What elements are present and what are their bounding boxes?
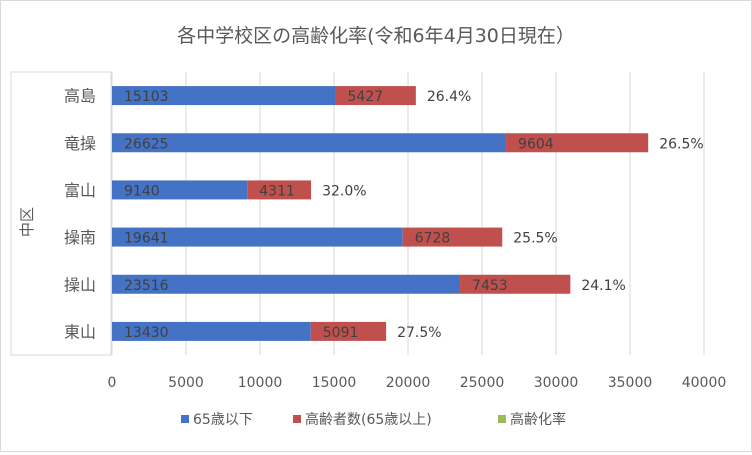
x-tick-label: 20000 [386, 375, 431, 391]
bar-under-65 [112, 180, 248, 200]
x-tick-labels: 0 5000 10000 15000 20000 25000 30000 35000 40000 [108, 375, 727, 391]
data-label-65-and-over: 7453 [472, 278, 508, 294]
data-label-under-65: 26625 [124, 136, 169, 152]
category-label: 操山 [64, 275, 96, 294]
x-tick-label: 0 [108, 375, 117, 391]
data-label-aging-rate: 26.5% [659, 136, 703, 152]
legend-swatch [498, 415, 506, 423]
x-tick-label: 15000 [312, 375, 357, 391]
x-tick-label: 5000 [168, 375, 204, 391]
bar-under-65 [112, 274, 461, 294]
data-label-under-65: 23516 [124, 278, 169, 294]
bar-65-and-over [402, 227, 503, 247]
bar-under-65 [112, 133, 507, 153]
legend-label: 65歳以下 [193, 412, 253, 428]
legend-label: 高齢化率 [510, 411, 566, 428]
data-label-aging-rate: 32.0% [322, 183, 366, 199]
gridlines [111, 72, 705, 355]
bar-65-and-over [506, 133, 649, 153]
x-tick-label: 30000 [534, 375, 579, 391]
bar-under-65 [112, 227, 403, 247]
data-label-under-65: 9140 [124, 183, 160, 199]
bar-65-and-over [310, 321, 387, 341]
category-label: 操南 [64, 228, 96, 247]
x-tick-label: 35000 [608, 375, 653, 391]
legend-swatch [293, 415, 301, 423]
data-label-65-and-over: 6728 [415, 231, 451, 247]
data-label-aging-rate: 26.4% [427, 89, 471, 105]
y-axis-title: 中区 [18, 207, 36, 237]
bar-65-and-over [460, 274, 571, 294]
bar-65-and-over [247, 180, 312, 200]
data-label-aging-rate: 25.5% [513, 231, 557, 247]
legend: 65歳以下 高齢者数(65歳以上) 高齢化率 [181, 411, 566, 428]
category-label: 竜操 [64, 134, 96, 153]
x-tick-label: 10000 [238, 375, 283, 391]
data-label-65-and-over: 4311 [259, 183, 295, 199]
x-tick-label: 40000 [682, 375, 727, 391]
data-label-aging-rate: 24.1% [581, 278, 625, 294]
category-axis-frame [10, 71, 112, 356]
data-label-under-65: 19641 [124, 231, 169, 247]
x-tick-label: 25000 [460, 375, 505, 391]
data-label-under-65: 15103 [124, 89, 169, 105]
category-label: 東山 [64, 322, 96, 341]
bars: 15103 5427 26.4% 26625 9604 26.5% 9140 4311 32.0… [112, 86, 704, 341]
data-label-65-and-over: 5091 [323, 325, 359, 341]
bar-under-65 [112, 321, 311, 341]
data-label-aging-rate: 27.5% [397, 325, 441, 341]
legend-swatch [181, 415, 189, 423]
bar-under-65 [112, 86, 336, 106]
data-label-65-and-over: 9604 [518, 136, 554, 152]
category-label: 富山 [64, 181, 96, 200]
data-label-under-65: 13430 [124, 325, 169, 341]
chart-title: 各中学校区の高齢化率(令和6年4月30日現在） [177, 25, 575, 47]
category-label: 高島 [64, 87, 96, 106]
bar-65-and-over [335, 86, 416, 106]
data-label-65-and-over: 5427 [348, 89, 384, 105]
legend-label: 高齢者数(65歳以上) [305, 411, 432, 428]
